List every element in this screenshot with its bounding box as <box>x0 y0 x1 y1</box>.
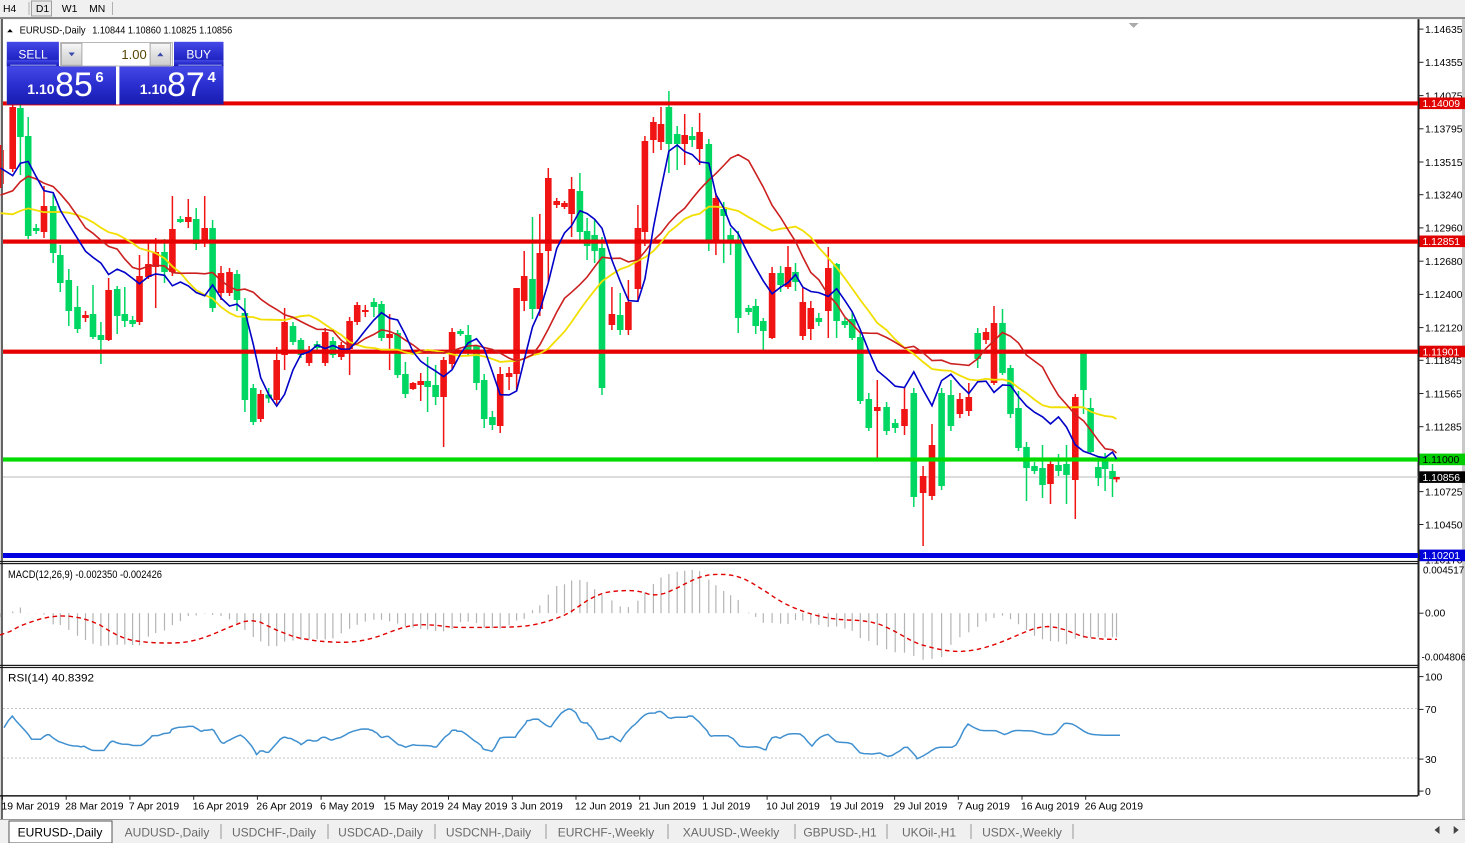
svg-text:85: 85 <box>55 66 93 104</box>
svg-text:1.12960: 1.12960 <box>1425 224 1463 235</box>
svg-text:UKOil-,H1: UKOil-,H1 <box>902 826 956 840</box>
svg-text:1.14635: 1.14635 <box>1425 25 1463 36</box>
svg-text:GBPUSD-,H1: GBPUSD-,H1 <box>803 826 877 840</box>
svg-text:1.10: 1.10 <box>27 81 54 97</box>
svg-text:USDCNH-,Daily: USDCNH-,Daily <box>446 826 531 840</box>
svg-text:1.11845: 1.11845 <box>1425 356 1462 367</box>
svg-text:15 May 2019: 15 May 2019 <box>384 802 444 813</box>
svg-text:1 Jul 2019: 1 Jul 2019 <box>702 802 750 813</box>
svg-text:1.11565: 1.11565 <box>1425 389 1462 400</box>
svg-text:1.14355: 1.14355 <box>1425 58 1463 69</box>
svg-text:7 Apr 2019: 7 Apr 2019 <box>129 802 179 813</box>
svg-text:1.10450: 1.10450 <box>1425 520 1463 531</box>
svg-text:1.12120: 1.12120 <box>1425 323 1463 334</box>
svg-text:MN: MN <box>89 4 105 15</box>
svg-text:RSI(14) 40.8392: RSI(14) 40.8392 <box>8 673 94 685</box>
svg-text:7 Aug 2019: 7 Aug 2019 <box>957 802 1010 813</box>
svg-text:10 Jul 2019: 10 Jul 2019 <box>766 802 820 813</box>
svg-text:EURCHF-,Weekly: EURCHF-,Weekly <box>558 826 654 840</box>
svg-text:0.00: 0.00 <box>1425 609 1445 620</box>
svg-text:29 Jul 2019: 29 Jul 2019 <box>894 802 948 813</box>
svg-text:1.11000: 1.11000 <box>1423 455 1460 466</box>
svg-text:1.10844 1.10860 1.10825 1.1085: 1.10844 1.10860 1.10825 1.10856 <box>92 25 232 36</box>
svg-text:6 May 2019: 6 May 2019 <box>320 802 375 813</box>
svg-text:4: 4 <box>208 69 217 86</box>
svg-text:W1: W1 <box>62 4 78 15</box>
svg-text:USDX-,Weekly: USDX-,Weekly <box>982 826 1062 840</box>
svg-text:MACD(12,26,9) -0.002350 -0.002: MACD(12,26,9) -0.002350 -0.002426 <box>8 569 162 581</box>
svg-text:19 Mar 2019: 19 Mar 2019 <box>2 802 61 813</box>
svg-text:30: 30 <box>1425 755 1437 766</box>
svg-text:1.10: 1.10 <box>140 81 167 97</box>
svg-text:D1: D1 <box>36 4 50 15</box>
svg-text:1.13795: 1.13795 <box>1425 125 1463 136</box>
svg-text:BUY: BUY <box>186 48 211 62</box>
svg-text:24 May 2019: 24 May 2019 <box>448 802 508 813</box>
svg-text:87: 87 <box>167 66 205 104</box>
svg-text:0: 0 <box>1425 787 1431 798</box>
svg-text:USDCHF-,Daily: USDCHF-,Daily <box>232 826 316 840</box>
svg-text:26 Apr 2019: 26 Apr 2019 <box>256 802 312 813</box>
svg-text:1.14009: 1.14009 <box>1423 99 1461 110</box>
svg-text:1.10725: 1.10725 <box>1425 487 1463 498</box>
svg-text:19 Jul 2019: 19 Jul 2019 <box>830 802 884 813</box>
svg-text:1.14075: 1.14075 <box>1425 91 1463 102</box>
svg-text:1.12400: 1.12400 <box>1425 290 1463 301</box>
svg-text:SELL: SELL <box>18 48 48 62</box>
svg-text:1.00: 1.00 <box>121 47 146 62</box>
svg-text:26 Aug 2019: 26 Aug 2019 <box>1085 802 1144 813</box>
svg-text:16 Apr 2019: 16 Apr 2019 <box>193 802 249 813</box>
svg-text:-0.004806: -0.004806 <box>1422 652 1465 663</box>
svg-text:USDCAD-,Daily: USDCAD-,Daily <box>338 826 423 840</box>
svg-text:3 Jun 2019: 3 Jun 2019 <box>511 802 563 813</box>
svg-text:EURUSD-,Daily: EURUSD-,Daily <box>18 826 103 840</box>
svg-text:AUDUSD-,Daily: AUDUSD-,Daily <box>125 826 210 840</box>
svg-text:XAUUSD-,Weekly: XAUUSD-,Weekly <box>683 826 779 840</box>
svg-text:12 Jun 2019: 12 Jun 2019 <box>575 802 632 813</box>
svg-text:1.12680: 1.12680 <box>1425 257 1463 268</box>
svg-text:1.13515: 1.13515 <box>1425 158 1463 169</box>
svg-text:1.12851: 1.12851 <box>1423 237 1461 248</box>
svg-text:EURUSD-,Daily: EURUSD-,Daily <box>20 25 87 36</box>
svg-text:21 Jun 2019: 21 Jun 2019 <box>639 802 696 813</box>
svg-text:100: 100 <box>1425 672 1443 683</box>
svg-text:1.10856: 1.10856 <box>1423 473 1461 484</box>
svg-text:0.004517: 0.004517 <box>1423 565 1464 576</box>
svg-text:6: 6 <box>95 69 103 86</box>
svg-text:1.11901: 1.11901 <box>1423 347 1460 358</box>
svg-text:16 Aug 2019: 16 Aug 2019 <box>1021 802 1080 813</box>
svg-text:1.13240: 1.13240 <box>1425 191 1463 202</box>
svg-text:1.11285: 1.11285 <box>1425 423 1462 434</box>
svg-text:H4: H4 <box>3 4 17 15</box>
svg-text:28 Mar 2019: 28 Mar 2019 <box>65 802 124 813</box>
svg-text:70: 70 <box>1425 705 1437 716</box>
svg-text:1.10201: 1.10201 <box>1423 551 1461 562</box>
